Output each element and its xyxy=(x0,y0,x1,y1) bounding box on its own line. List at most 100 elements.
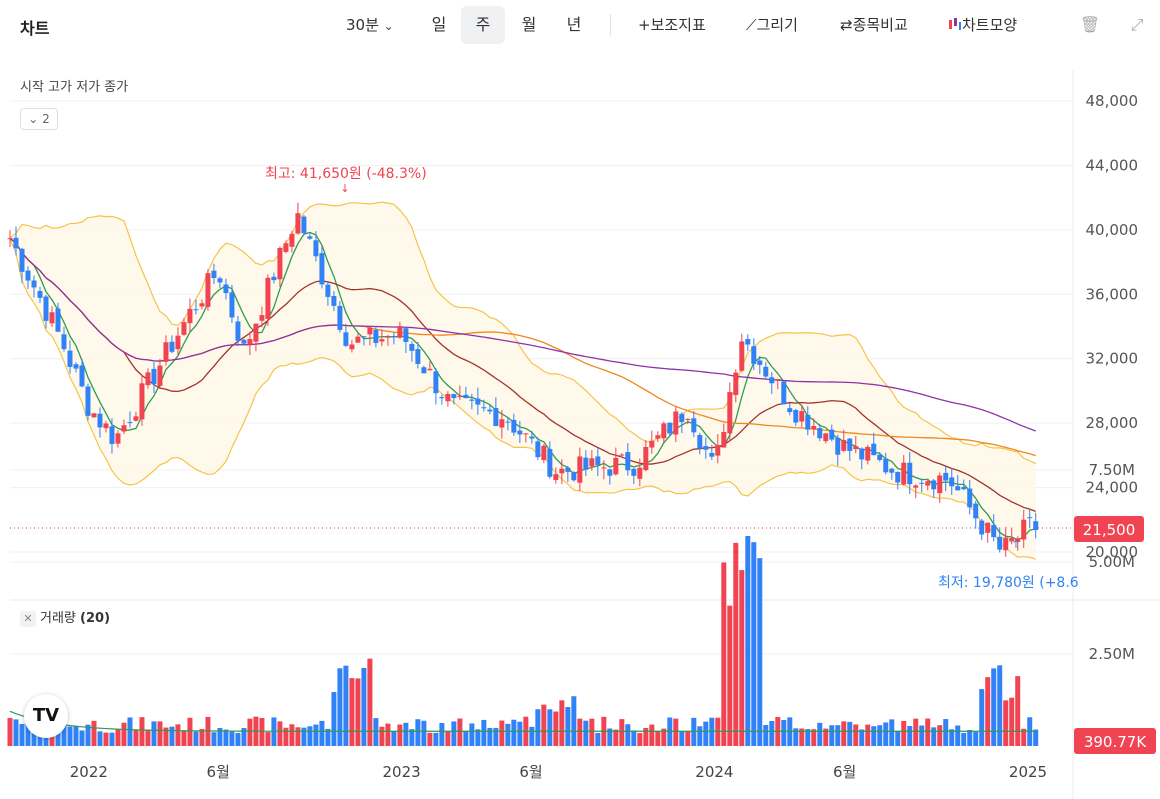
high-annotation: 최고: 41,650원 (-48.3%) xyxy=(265,166,427,182)
candle-body xyxy=(949,477,955,487)
volume-bar xyxy=(985,677,991,746)
candle-body xyxy=(427,368,433,371)
interval-select[interactable]: 30분 ⌄ xyxy=(346,13,394,37)
candle-body xyxy=(421,367,427,374)
volume-bar xyxy=(1015,676,1021,746)
ma120-line xyxy=(9,237,1036,432)
volume-bar xyxy=(943,719,949,746)
candle-body xyxy=(823,433,829,442)
ma5-line xyxy=(9,231,1036,541)
volume-bar xyxy=(547,709,553,746)
volume-bar xyxy=(217,728,223,746)
candle-body xyxy=(889,468,895,473)
candle-body xyxy=(577,456,583,483)
volume-bar xyxy=(97,731,103,746)
candle-body xyxy=(43,296,49,321)
volume-bar xyxy=(343,665,349,746)
chevron-down-icon: ⌄ xyxy=(383,19,394,33)
volume-bar xyxy=(391,731,397,746)
volume-bar xyxy=(355,678,361,746)
candle-body xyxy=(505,421,511,423)
volume-bar xyxy=(637,733,643,746)
volume-bar xyxy=(859,729,865,746)
volume-bar xyxy=(889,719,895,746)
volume-bar xyxy=(349,678,355,746)
volume-bar xyxy=(577,718,583,746)
volume-bar xyxy=(61,720,67,746)
volume-tick-label: 7.50M xyxy=(1089,461,1135,479)
candle-body xyxy=(349,344,355,350)
candle-body xyxy=(343,332,349,346)
volume-bar xyxy=(403,722,409,746)
volume-bar xyxy=(367,658,373,746)
period-tab-week[interactable]: 주 xyxy=(461,6,505,44)
candle-body xyxy=(865,446,871,461)
tradingview-logo[interactable]: TV xyxy=(24,694,68,738)
bollinger-lower xyxy=(9,237,1036,560)
candle-body xyxy=(253,323,259,342)
draw-button[interactable]: ⟋그리기 xyxy=(746,16,798,34)
candle-body xyxy=(1021,519,1027,540)
candle-body xyxy=(1033,521,1039,531)
volume-bar xyxy=(181,730,187,746)
volume-bar xyxy=(571,696,577,746)
candle-body xyxy=(409,343,415,351)
candle-body xyxy=(607,469,613,476)
chart-style-button[interactable]: 차트모양 xyxy=(948,13,1017,37)
volume-bar xyxy=(109,732,115,746)
compare-button[interactable]: ⇄종목비교 xyxy=(840,16,908,34)
candle-body xyxy=(415,349,421,364)
volume-bar xyxy=(961,733,967,746)
legend-collapse-toggle[interactable]: ⌄ 2 xyxy=(20,108,58,130)
candle-body xyxy=(151,368,157,385)
time-tick-label: 2023 xyxy=(383,763,421,781)
volume-bar xyxy=(397,724,403,746)
volume-bar xyxy=(91,720,97,746)
volume-bar xyxy=(103,732,109,746)
candle-body xyxy=(763,366,769,377)
candle-icon xyxy=(949,18,961,30)
period-tab-year[interactable]: 년 xyxy=(566,15,582,34)
volume-bar xyxy=(979,689,985,746)
candle-body xyxy=(919,482,925,484)
volume-bar xyxy=(721,562,727,746)
trash-icon[interactable]: 🗑 xyxy=(1079,15,1101,34)
volume-bar xyxy=(415,719,421,746)
volume-bar xyxy=(1033,729,1039,746)
volume-legend-period: (20) xyxy=(80,611,111,626)
candle-body xyxy=(655,435,661,439)
expand-icon[interactable]: ⤢ xyxy=(1130,15,1144,34)
candle-body xyxy=(37,291,43,298)
close-icon[interactable]: ✕ xyxy=(20,611,36,627)
candle-body xyxy=(445,394,451,402)
candle-body xyxy=(595,456,601,466)
period-tab-month[interactable]: 월 xyxy=(521,15,537,34)
candle-body xyxy=(7,238,13,240)
time-tick-label: 6월 xyxy=(519,763,542,781)
time-tick-label: 6월 xyxy=(833,763,856,781)
candle-body xyxy=(877,454,883,460)
candle-body xyxy=(871,443,877,456)
candle-body xyxy=(727,392,733,434)
indicator-button[interactable]: +보조지표 xyxy=(638,16,706,34)
candle-body xyxy=(559,468,565,474)
volume-bar xyxy=(457,718,463,746)
volume-bar xyxy=(49,732,55,746)
candle-body xyxy=(313,240,319,257)
volume-bar xyxy=(439,723,445,746)
candle-body xyxy=(1027,517,1033,519)
candle-body xyxy=(943,472,949,481)
candle-body xyxy=(697,435,703,449)
candle-body xyxy=(787,408,793,413)
period-tab-day[interactable]: 일 xyxy=(431,15,447,34)
volume-bar xyxy=(727,605,733,746)
candle-body xyxy=(73,364,79,369)
candle-body xyxy=(181,322,187,335)
candle-body xyxy=(811,426,817,430)
candle-body xyxy=(739,341,745,371)
volume-bar xyxy=(907,726,913,746)
candle-body xyxy=(673,411,679,435)
volume-bar xyxy=(685,731,691,746)
volume-bar xyxy=(115,729,121,746)
